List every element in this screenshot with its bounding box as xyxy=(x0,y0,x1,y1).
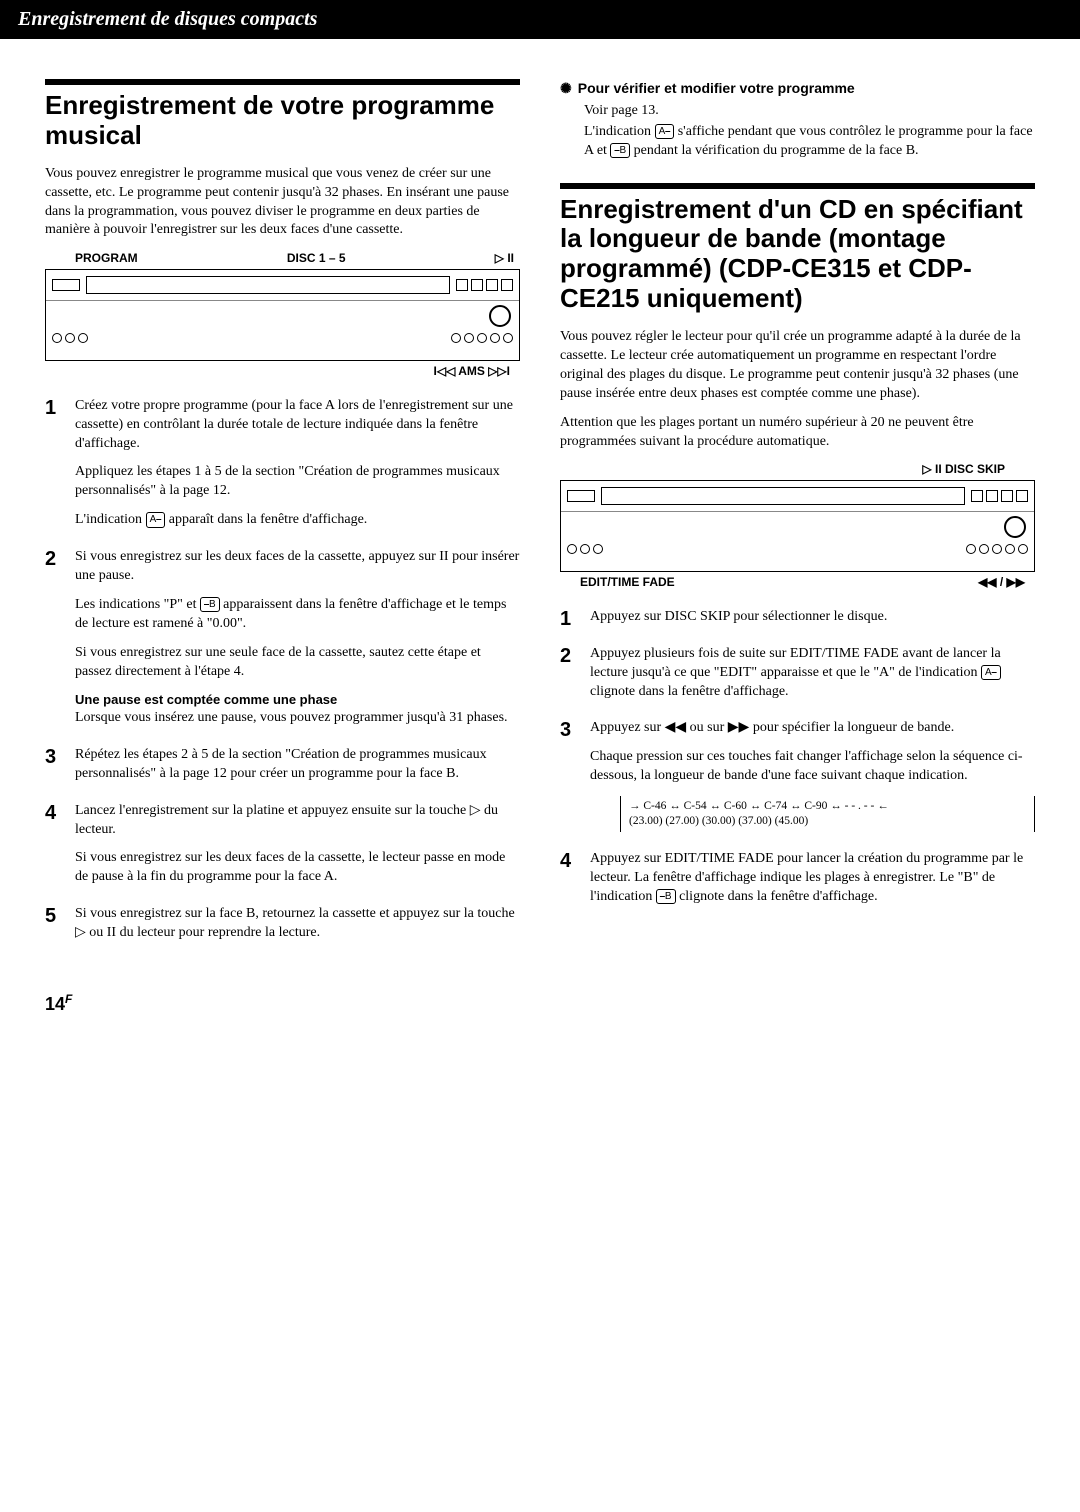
tip-header: ✺ Pour vérifier et modifier votre progra… xyxy=(560,79,1035,98)
step-2: Si vous enregistrez sur les deux faces d… xyxy=(45,548,520,728)
left-column: Enregistrement de votre programme musica… xyxy=(45,79,520,961)
tape-a-icon: A⎯ xyxy=(981,665,1001,681)
r-step-4-text: Appuyez sur EDIT/TIME FADE pour lancer l… xyxy=(590,850,1035,907)
step-4b: Si vous enregistrez sur les deux faces d… xyxy=(75,849,520,887)
tip-l2: L'indication A⎯ s'affiche pendant que vo… xyxy=(584,123,1035,161)
right-p2: Attention que les plages portant un numé… xyxy=(560,414,1035,452)
r-step-2: Appuyez plusieurs fois de suite sur EDIT… xyxy=(560,645,1035,702)
section-rule xyxy=(560,183,1035,189)
r-step-2-text: Appuyez plusieurs fois de suite sur EDIT… xyxy=(590,645,1035,702)
right-p1: Vous pouvez régler le lecteur pour qu'il… xyxy=(560,328,1035,404)
step-1a: Créez votre propre programme (pour la fa… xyxy=(75,397,520,454)
step-1b: Appliquez les étapes 1 à 5 de la section… xyxy=(75,463,520,501)
diag-label-edit: EDIT/TIME FADE xyxy=(580,574,675,590)
seq-line-1: → C-46 ↔ C-54 ↔ C-60 ↔ C-74 ↔ C-90 ↔ - -… xyxy=(629,799,1026,814)
step-1c: L'indication A⎯ apparaît dans la fenêtre… xyxy=(75,511,520,530)
intro-paragraph: Vous pouvez enregistrer le programme mus… xyxy=(45,165,520,241)
step-2b: Les indications "P" et ⎯B apparaissent d… xyxy=(75,596,520,634)
section-rule xyxy=(45,79,520,85)
r-step-3a: Appuyez sur ◀◀ ou sur ▶▶ pour spécifier … xyxy=(590,719,1035,738)
section-title-left: Enregistrement de votre programme musica… xyxy=(45,91,520,151)
diag-label-play: ▷ II xyxy=(495,250,514,266)
tip-icon: ✺ xyxy=(560,79,572,98)
r-step-3b: Chaque pression sur ces touches fait cha… xyxy=(590,748,1035,786)
page-number: 14F xyxy=(0,991,1080,1036)
r-step-1-text: Appuyez sur DISC SKIP pour sélectionner … xyxy=(590,608,1035,627)
step-3-text: Répétez les étapes 2 à 5 de la section "… xyxy=(75,746,520,784)
step-2c: Si vous enregistrez sur une seule face d… xyxy=(75,644,520,682)
step-5: Si vous enregistrez sur la face B, retou… xyxy=(45,905,520,943)
step-4a: Lancez l'enregistrement sur la platine e… xyxy=(75,802,520,840)
tip-title: Pour vérifier et modifier votre programm… xyxy=(578,79,855,98)
diag-label-top-right: ▷ II DISC SKIP xyxy=(922,461,1005,477)
diag-label-disc: DISC 1 – 5 xyxy=(287,250,346,266)
tape-b-icon: ⎯B xyxy=(656,889,676,905)
diag-label-seek: ◀◀ / ▶▶ xyxy=(978,574,1025,590)
tip-l1: Voir page 13. xyxy=(584,102,1035,121)
tape-length-sequence: → C-46 ↔ C-54 ↔ C-60 ↔ C-74 ↔ C-90 ↔ - -… xyxy=(620,796,1035,832)
content-columns: Enregistrement de votre programme musica… xyxy=(0,79,1080,991)
steps-right: Appuyez sur DISC SKIP pour sélectionner … xyxy=(560,608,1035,907)
step-3: Répétez les étapes 2 à 5 de la section "… xyxy=(45,746,520,784)
step-5-text: Si vous enregistrez sur la face B, retou… xyxy=(75,905,520,943)
device-diagram-right: ▷ II DISC SKIP EDIT/TIME FADE ◀◀ / ▶▶ xyxy=(560,461,1035,589)
page-header: Enregistrement de disques compacts xyxy=(0,0,1080,39)
diag-label-ams: I◁◁ AMS ▷▷I xyxy=(45,361,520,379)
tape-a-icon: A⎯ xyxy=(146,512,166,528)
r-step-3: Appuyez sur ◀◀ ou sur ▶▶ pour spécifier … xyxy=(560,719,1035,832)
step-2a: Si vous enregistrez sur les deux faces d… xyxy=(75,548,520,586)
tape-b-icon: ⎯B xyxy=(610,143,630,159)
step-2-note: Lorsque vous insérez une pause, vous pou… xyxy=(75,709,520,728)
step-2-note-title: Une pause est comptée comme une phase xyxy=(75,691,520,709)
r-step-1: Appuyez sur DISC SKIP pour sélectionner … xyxy=(560,608,1035,627)
device-outline xyxy=(560,480,1035,572)
diag-label-program: PROGRAM xyxy=(75,250,138,266)
device-diagram-left: PROGRAM DISC 1 – 5 ▷ II I◁◁ AMS ▷▷I xyxy=(45,250,520,378)
tip-body: Voir page 13. L'indication A⎯ s'affiche … xyxy=(560,102,1035,161)
step-4: Lancez l'enregistrement sur la platine e… xyxy=(45,802,520,888)
tape-b-icon: ⎯B xyxy=(200,597,220,613)
tape-a-icon: A⎯ xyxy=(655,124,675,140)
steps-left: Créez votre propre programme (pour la fa… xyxy=(45,397,520,943)
device-outline xyxy=(45,269,520,361)
seq-line-2: (23.00) (27.00) (30.00) (37.00) (45.00) xyxy=(629,814,1026,829)
right-column: ✺ Pour vérifier et modifier votre progra… xyxy=(560,79,1035,961)
step-1: Créez votre propre programme (pour la fa… xyxy=(45,397,520,530)
section-title-right: Enregistrement d'un CD en spécifiant la … xyxy=(560,195,1035,315)
r-step-4: Appuyez sur EDIT/TIME FADE pour lancer l… xyxy=(560,850,1035,907)
